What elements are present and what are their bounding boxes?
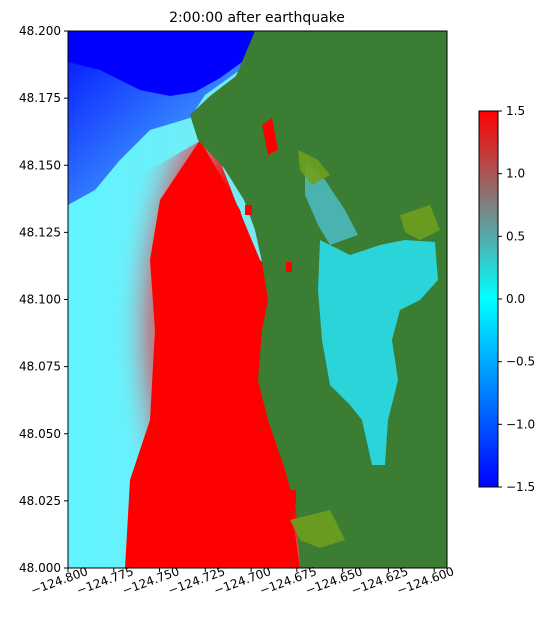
colorbar-tick-label: −1.0 bbox=[506, 417, 535, 431]
x-axis: −124.800−124.775−124.750−124.725−124.700… bbox=[29, 564, 456, 598]
y-tick-label: 48.150 bbox=[19, 158, 61, 172]
heatmap-image bbox=[68, 31, 447, 568]
colorbar-axis: −1.5 −1.0 −0.5 0.0 0.5 1.0 1.5 bbox=[498, 104, 535, 494]
y-tick-label: 48.025 bbox=[19, 494, 61, 508]
y-tick-label: 48.175 bbox=[19, 91, 61, 105]
colorbar-tick-label: −1.5 bbox=[506, 480, 535, 494]
colorbar-tick-label: 1.0 bbox=[506, 167, 525, 181]
colorbar-tick-label: 0.0 bbox=[506, 292, 525, 306]
colorbar bbox=[478, 110, 499, 488]
ocean-red-core bbox=[125, 140, 300, 568]
colorbar-tick-label: −0.5 bbox=[506, 355, 535, 369]
chart-title: 2:00:00 after earthquake bbox=[169, 10, 345, 26]
ocean-blue-core bbox=[68, 31, 255, 96]
y-tick-label: 48.075 bbox=[19, 360, 61, 374]
y-axis: 48.000 48.025 48.050 48.075 48.100 48.125 48.1… bbox=[19, 24, 68, 575]
y-tick-label: 48.125 bbox=[19, 225, 61, 239]
y-tick-label: 48.100 bbox=[19, 293, 61, 307]
y-tick-label: 48.050 bbox=[19, 427, 61, 441]
bay-region bbox=[318, 240, 438, 465]
y-tick-label: 48.000 bbox=[19, 561, 61, 575]
colorbar-tick-label: 0.5 bbox=[506, 229, 525, 243]
colorbar-tick-label: 1.5 bbox=[506, 104, 525, 118]
y-tick-label: 48.200 bbox=[19, 24, 61, 38]
